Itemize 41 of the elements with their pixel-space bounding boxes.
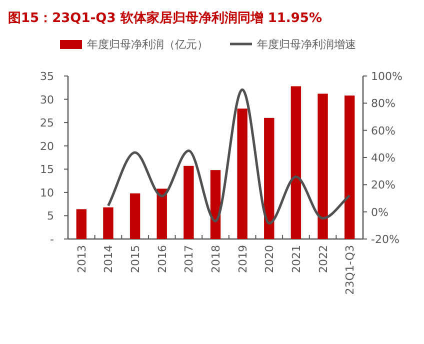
x-tick-label: 2020 <box>263 245 276 273</box>
chart-title: 图15：23Q1-Q3 软体家居归母净利润同增 11.95% <box>8 10 322 26</box>
y-tick-label: 35 <box>40 70 54 83</box>
bar <box>264 118 274 239</box>
y2-tick-label: 80% <box>371 97 396 110</box>
x-tick-label: 23Q1-Q3 <box>344 245 357 295</box>
bar <box>237 108 248 239</box>
x-tick-label: 2022 <box>316 245 330 273</box>
bar <box>290 86 302 239</box>
y2-tick-label: 60% <box>371 124 396 138</box>
y2-tick-label: 100% <box>371 70 402 83</box>
y-tick-label: 20 <box>40 140 54 153</box>
line-series <box>106 88 351 225</box>
bar <box>210 170 221 239</box>
y2-tick-label: 20% <box>371 178 396 192</box>
x-tick-label: 2014 <box>102 245 116 273</box>
x-tick-label: 2015 <box>129 245 142 273</box>
y-tick-label: 5 <box>47 210 54 223</box>
y-tick-label: 10 <box>40 186 54 200</box>
x-tick-label: 2013 <box>75 245 88 273</box>
y-tick-label: 15 <box>40 163 54 176</box>
x-tick-label: 2018 <box>210 245 222 273</box>
x-tick-label: 2016 <box>156 245 169 273</box>
bar <box>344 96 355 239</box>
legend-label: 年度归母净利润（亿元） <box>87 38 208 51</box>
y-tick-label: - <box>50 233 54 246</box>
bar <box>76 209 87 239</box>
x-tick-label: 2017 <box>182 245 196 273</box>
bar <box>130 193 140 239</box>
y2-tick-label: -20% <box>371 233 400 246</box>
legend-label: 年度归母净利润增速 <box>257 38 356 51</box>
y2-tick-label: 40% <box>371 152 396 164</box>
x-tick-label: 2019 <box>236 245 250 273</box>
x-tick-label: 2021 <box>290 245 303 273</box>
bar <box>318 94 328 239</box>
y-tick-label: 30 <box>40 93 54 106</box>
bar <box>184 166 194 239</box>
y-tick-label: 25 <box>40 116 54 130</box>
y2-tick-label: 0% <box>371 206 388 219</box>
bar <box>156 188 167 239</box>
bar <box>103 207 114 239</box>
